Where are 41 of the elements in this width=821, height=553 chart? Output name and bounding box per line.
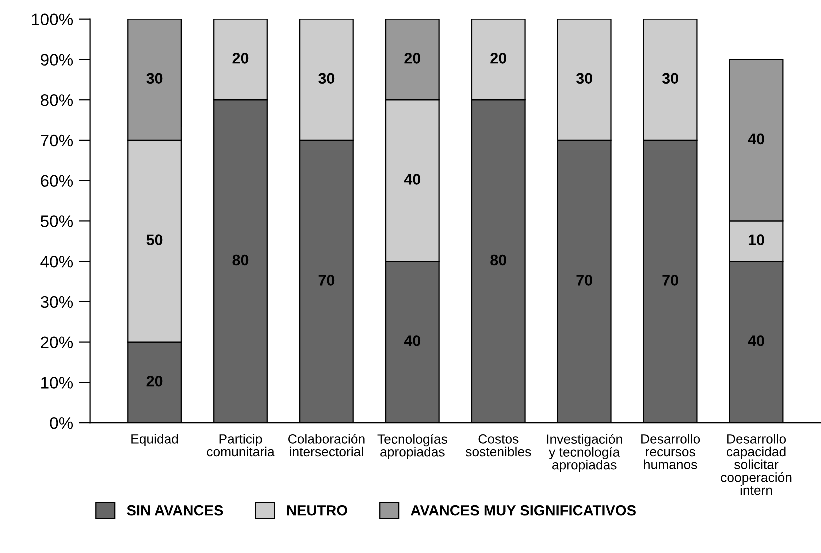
x-tick-label: Desarrollo recursos humanos [642, 434, 700, 470]
y-tick-label: 90% [41, 54, 74, 66]
x-tick-label: Equidad [132, 434, 178, 446]
x-tick-label: Particip comunitaria [207, 434, 275, 457]
legend-label: NEUTRO [287, 505, 348, 516]
y-tick-label: 0% [50, 417, 74, 430]
legend-label: SIN AVANCES [127, 505, 224, 516]
data-label: 70 [576, 275, 592, 286]
data-label: 50 [146, 234, 163, 246]
data-label: 30 [662, 73, 678, 84]
x-tick-label: Costos sostenibles [466, 434, 532, 457]
y-tick-label: 100% [32, 14, 74, 26]
data-label: 80 [232, 254, 249, 266]
y-tick-label: 70% [41, 134, 74, 147]
y-tick-label: 10% [42, 377, 74, 389]
y-tick-label: 60% [41, 175, 74, 188]
x-tick-label: Investigación y tecnología apropiadas [547, 434, 622, 472]
x-tick-label: Desarrollo capacidad solicitar cooperación intern [721, 434, 792, 496]
data-label: 30 [318, 73, 335, 84]
y-tick-label: 50% [40, 216, 74, 228]
data-label: 20 [404, 53, 421, 64]
y-tick-label: 20% [41, 336, 74, 349]
data-label: 20 [232, 53, 249, 64]
y-tick-label: 40% [40, 256, 74, 268]
data-label: 30 [146, 73, 163, 84]
data-label: 40 [748, 336, 764, 346]
x-tick-label: Tecnologías apropiadas [378, 434, 448, 460]
legend-label: AVANCES MUY SIGNIFICATIVOS [411, 505, 636, 516]
data-label: 40 [404, 336, 421, 346]
data-label: 20 [146, 376, 163, 387]
x-tick-label: Colaboración intersectorial [288, 434, 365, 457]
data-label: 40 [748, 134, 764, 145]
data-label: 10 [748, 234, 764, 246]
data-label: 20 [490, 53, 507, 64]
data-label: 30 [576, 73, 592, 84]
y-tick-label: 30% [40, 296, 74, 308]
data-label: 40 [404, 174, 421, 185]
data-label: 80 [490, 254, 507, 266]
data-label: 70 [662, 275, 678, 286]
y-tick-label: 80% [41, 94, 74, 106]
data-label: 70 [318, 275, 335, 286]
